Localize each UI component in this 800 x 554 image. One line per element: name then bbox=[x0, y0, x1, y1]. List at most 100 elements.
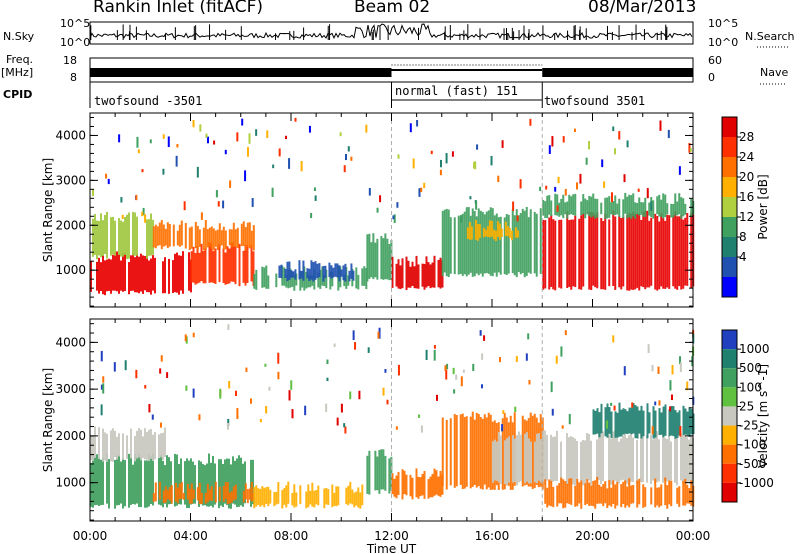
data-stripe bbox=[293, 275, 296, 291]
data-stripe bbox=[612, 201, 615, 216]
colorbar-tick-label: 25 bbox=[739, 399, 754, 413]
data-stripe bbox=[503, 217, 506, 275]
sparse-echo bbox=[564, 330, 567, 336]
data-stripe bbox=[628, 407, 631, 434]
data-stripe bbox=[490, 220, 493, 237]
data-stripe bbox=[666, 485, 669, 509]
data-stripe bbox=[162, 460, 164, 508]
data-stripe bbox=[489, 207, 492, 276]
data-stripe bbox=[212, 455, 214, 508]
data-stripe bbox=[533, 211, 536, 274]
data-stripe bbox=[202, 464, 204, 506]
sparse-echo bbox=[576, 182, 579, 190]
data-stripe bbox=[614, 216, 617, 290]
data-stripe bbox=[370, 242, 373, 278]
data-stripe bbox=[188, 460, 190, 509]
data-stripe bbox=[479, 416, 482, 489]
data-stripe bbox=[166, 222, 169, 249]
sparse-echo bbox=[446, 363, 449, 370]
sparse-echo bbox=[185, 336, 188, 344]
data-stripe bbox=[482, 227, 485, 238]
data-stripe bbox=[574, 215, 577, 288]
data-stripe bbox=[206, 483, 209, 503]
sparse-echo bbox=[445, 369, 448, 380]
beam-title: Beam 02 bbox=[354, 0, 431, 17]
sparse-echo bbox=[206, 136, 209, 144]
sparse-echo bbox=[234, 390, 237, 397]
data-stripe bbox=[302, 260, 305, 281]
data-stripe bbox=[366, 455, 369, 494]
data-stripe bbox=[572, 194, 575, 216]
data-stripe bbox=[146, 431, 148, 460]
sparse-echo bbox=[430, 150, 433, 155]
x-tick-label: 16:00 bbox=[475, 529, 510, 543]
data-stripe bbox=[465, 416, 468, 487]
data-stripe bbox=[150, 428, 152, 459]
data-stripe bbox=[334, 263, 337, 277]
sparse-echo bbox=[679, 356, 682, 365]
sparse-echo bbox=[326, 377, 329, 382]
data-stripe bbox=[550, 214, 553, 287]
data-stripe bbox=[634, 213, 637, 290]
data-stripe bbox=[576, 478, 579, 507]
data-stripe bbox=[315, 490, 318, 505]
data-stripe bbox=[616, 412, 619, 438]
colorbar-tick-label: -500 bbox=[739, 457, 766, 471]
data-stripe bbox=[178, 255, 180, 295]
sparse-echo bbox=[561, 425, 564, 429]
sparse-echo bbox=[548, 145, 551, 154]
sparse-echo bbox=[248, 133, 251, 144]
sparse-echo bbox=[148, 403, 151, 413]
data-stripe bbox=[252, 251, 255, 286]
data-stripe bbox=[234, 460, 236, 505]
data-stripe bbox=[556, 485, 559, 507]
data-stripe bbox=[122, 221, 124, 257]
data-stripe bbox=[658, 221, 661, 290]
sparse-echo bbox=[272, 164, 275, 169]
data-stripe bbox=[644, 197, 647, 217]
data-stripe bbox=[640, 219, 643, 287]
data-stripe bbox=[582, 439, 584, 486]
sparse-echo bbox=[562, 136, 565, 143]
data-stripe bbox=[228, 229, 231, 246]
data-stripe bbox=[186, 458, 188, 508]
sparse-echo bbox=[236, 408, 239, 420]
data-stripe bbox=[176, 487, 179, 504]
data-stripe bbox=[291, 271, 294, 287]
data-stripe bbox=[142, 436, 144, 459]
sparse-echo bbox=[671, 364, 674, 375]
data-stripe bbox=[566, 211, 569, 288]
freq-band-3 bbox=[542, 68, 693, 77]
data-stripe bbox=[524, 433, 526, 484]
data-stripe bbox=[650, 217, 653, 286]
sparse-echo bbox=[124, 360, 127, 371]
data-stripe bbox=[138, 428, 140, 458]
data-stripe bbox=[126, 214, 128, 260]
sparse-echo bbox=[646, 188, 649, 199]
data-stripe bbox=[391, 256, 394, 288]
data-stripe bbox=[608, 434, 610, 481]
data-stripe bbox=[246, 488, 249, 504]
data-stripe bbox=[190, 458, 192, 505]
data-stripe bbox=[242, 221, 245, 247]
sparse-echo bbox=[325, 403, 328, 412]
data-stripe bbox=[668, 480, 671, 505]
data-stripe bbox=[128, 212, 130, 259]
data-stripe bbox=[484, 229, 487, 237]
data-stripe bbox=[630, 407, 633, 435]
sparse-echo bbox=[667, 129, 670, 139]
date-title: 08/Mar/2013 bbox=[588, 0, 697, 17]
sparse-echo bbox=[393, 214, 396, 223]
data-stripe bbox=[148, 219, 150, 256]
data-stripe bbox=[310, 260, 313, 280]
data-stripe bbox=[510, 230, 513, 241]
sparse-echo bbox=[244, 170, 247, 182]
data-stripe bbox=[560, 477, 563, 504]
colorbar-frame bbox=[721, 116, 738, 298]
data-stripe bbox=[355, 491, 358, 506]
data-stripe bbox=[544, 430, 546, 486]
sparse-echo bbox=[564, 188, 567, 196]
sparse-echo bbox=[192, 119, 195, 128]
sparse-echo bbox=[469, 196, 472, 200]
data-stripe bbox=[678, 486, 681, 507]
